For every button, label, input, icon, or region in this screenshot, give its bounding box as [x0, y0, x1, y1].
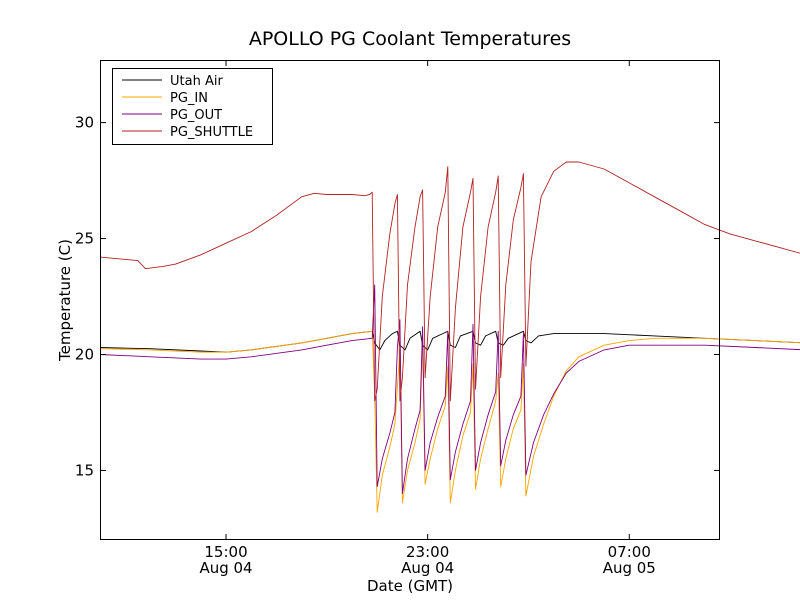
x-tick-label: 07:00 Aug 05 — [603, 543, 656, 577]
legend-label-pg-out: PG_OUT — [170, 108, 222, 123]
chart-title: APOLLO PG Coolant Temperatures — [249, 28, 571, 50]
x-tick-label: 23:00 Aug 04 — [401, 543, 454, 577]
legend-box — [112, 68, 273, 145]
y-tick-label: 20 — [75, 345, 94, 363]
series-line-pg-out — [99, 284, 800, 495]
legend-entry-pg-in: PG_IN — [122, 91, 208, 106]
legend-label-pg-in: PG_IN — [170, 91, 208, 106]
legend-entry-pg-out: PG_OUT — [122, 108, 222, 123]
y-tick-label: 25 — [75, 230, 94, 248]
series-line-pg-shuttle — [99, 161, 800, 402]
plot-frame — [100, 60, 720, 540]
legend-entry-utah-air: Utah Air — [122, 74, 223, 89]
y-tick-label: 15 — [75, 461, 94, 479]
series-layer — [99, 161, 800, 513]
y-tick-label: 30 — [75, 114, 94, 132]
legend-entry-pg-shuttle: PG_SHUTTLE — [122, 125, 253, 140]
ticks-layer: 15 20 25 30 15:00 Aug 04 23:00 Aug 04 07:00 Aug 0… — [75, 60, 720, 577]
x-tick-label: 15:00 Aug 04 — [199, 543, 252, 577]
legend-label-utah-air: Utah Air — [170, 74, 223, 89]
legend: Utah Air PG_IN PG_OUT PG_SHUTTLE — [112, 68, 273, 145]
legend-label-pg-shuttle: PG_SHUTTLE — [170, 125, 253, 140]
x-axis-label: Date (GMT) — [367, 577, 453, 595]
y-axis-label: Temperature (C) — [56, 239, 74, 362]
series-line-pg-in — [99, 330, 800, 513]
